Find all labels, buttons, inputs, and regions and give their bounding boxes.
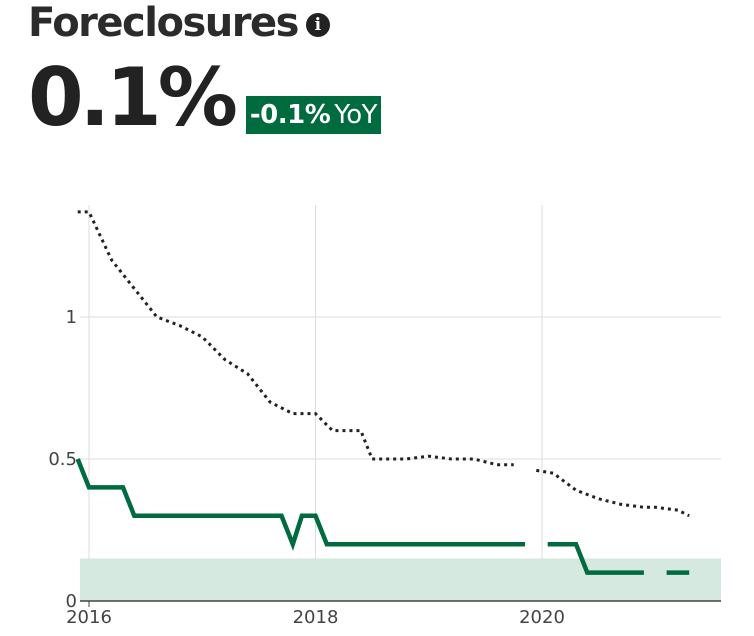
dotted-series-segment-1 (536, 468, 690, 518)
title-row: Foreclosures i (28, 0, 381, 46)
x-tick-label: 2018 (293, 607, 339, 628)
solid-series-segment-0 (75, 458, 525, 551)
yoy-change-badge: -0.1% YoY (245, 96, 381, 134)
y-tick-label: 1 (66, 307, 77, 328)
axis-labels: 0 0.5 1 2016 2018 2020 (48, 307, 721, 628)
info-icon[interactable]: i (305, 13, 330, 37)
x-tick-label: 2020 (519, 607, 565, 628)
x-tick-label: 2016 (66, 607, 112, 628)
y-tick-label: 0 (66, 591, 77, 612)
series-lines (75, 210, 690, 575)
current-value: 0.1% (28, 51, 238, 144)
grid-lines (80, 205, 721, 601)
yoy-change-value: -0.1% (249, 100, 331, 130)
reference-band (80, 558, 721, 601)
dotted-series-segment-0 (77, 210, 514, 467)
yoy-change-unit: YoY (334, 100, 377, 130)
solid-series-segment-1 (547, 541, 644, 575)
band-rect (80, 558, 721, 601)
chart-title: Foreclosures (28, 0, 299, 46)
y-tick-label: 0.5 (48, 449, 77, 470)
header: Foreclosures i 0.1% -0.1% YoY (28, 0, 381, 140)
value-row: 0.1% -0.1% YoY (28, 56, 381, 140)
